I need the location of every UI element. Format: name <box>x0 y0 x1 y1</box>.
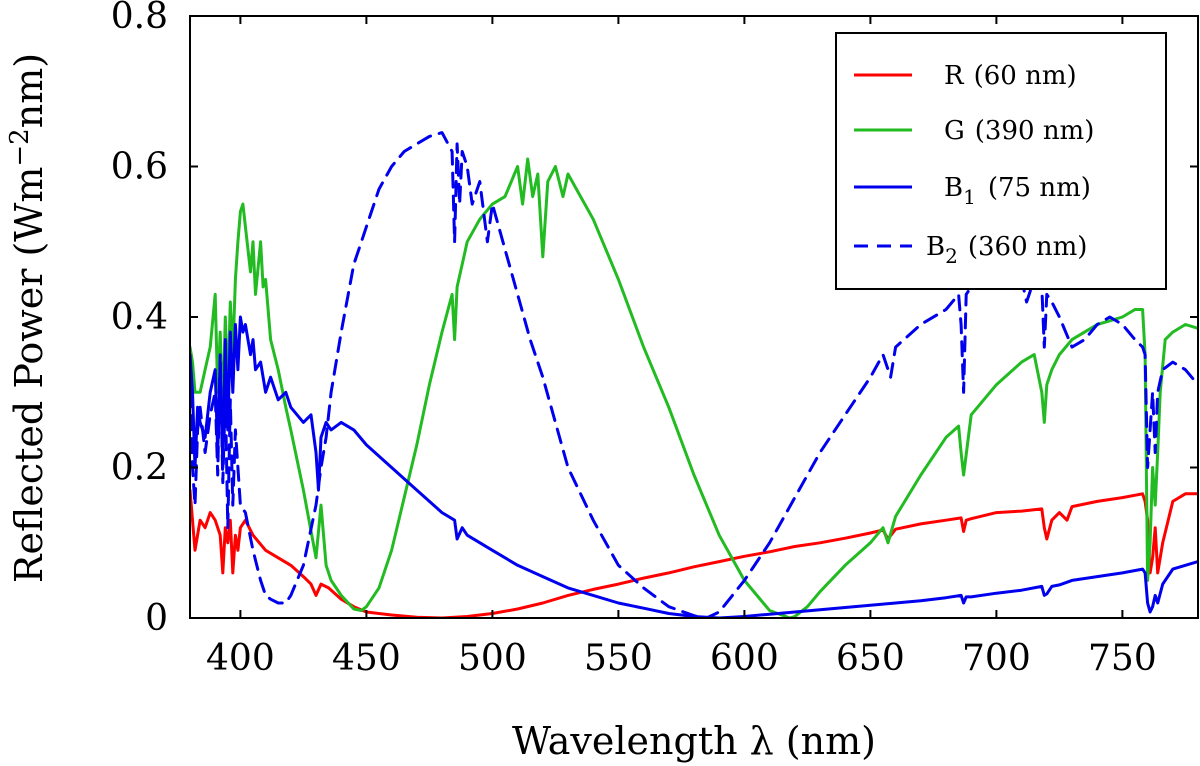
legend-label-r: R (60 nm) <box>944 61 1077 91</box>
legend-entry-b2: B2 (360 nm) <box>854 232 1087 268</box>
y-tick-label: 0 <box>145 598 168 639</box>
x-tick-label: 600 <box>710 638 779 679</box>
y-tick-label: 0.6 <box>111 147 168 188</box>
legend-label-b1: B1 (75 nm) <box>944 173 1091 209</box>
x-tick-label: 400 <box>206 638 275 679</box>
legend: R (60 nm) G (390 nm) B1 (75 nm) B2 (360 nm) <box>835 32 1167 290</box>
legend-label-b2: B2 (360 nm) <box>926 232 1087 268</box>
legend-label-g-main: G <box>944 116 965 146</box>
legend-label-g-tail: (390 nm) <box>975 116 1095 146</box>
y-axis-title-main: Reflected Power (Wm <box>7 167 51 583</box>
legend-label-b1-main: B <box>944 173 963 203</box>
series-line-r <box>190 488 1198 618</box>
x-tick-label: 700 <box>962 638 1031 679</box>
y-axis-title: Reflected Power (Wm−2nm) <box>5 53 51 583</box>
legend-label-g: G (390 nm) <box>944 116 1094 146</box>
series-line-g <box>190 157 1198 618</box>
legend-label-b2-tail: (360 nm) <box>968 232 1088 262</box>
series-line-b1 <box>190 315 1198 618</box>
legend-entry-r: R (60 nm) <box>854 61 1077 91</box>
legend-label-b1-tail: (75 nm) <box>988 173 1091 203</box>
legend-label-r-tail: (60 nm) <box>974 61 1077 91</box>
tick-layer: 400 450 500 550 600 650 700 750 0 0.2 0.4 0.6 0.8 <box>111 0 1198 679</box>
y-tick-label: 0.4 <box>111 297 168 338</box>
legend-entry-g: G (390 nm) <box>854 116 1094 146</box>
series-layer <box>190 131 1198 618</box>
x-tick-label: 650 <box>836 638 905 679</box>
x-tick-label: 750 <box>1088 638 1157 679</box>
x-tick-label: 500 <box>458 638 527 679</box>
y-axis-title-exponent: −2 <box>5 128 35 166</box>
series-line-b2 <box>190 131 1198 618</box>
x-tick-label: 450 <box>332 638 401 679</box>
legend-label-b2-main: B <box>926 232 945 262</box>
x-tick-label: 550 <box>584 638 653 679</box>
legend-label-b1-sub: 1 <box>963 185 976 209</box>
x-axis-title: Wavelength λ (nm) <box>512 719 876 763</box>
y-tick-label: 0.8 <box>111 0 168 37</box>
y-tick-label: 0.2 <box>111 448 168 489</box>
legend-label-b2-sub: 2 <box>945 244 958 268</box>
legend-entry-b1: B1 (75 nm) <box>854 173 1091 209</box>
legend-label-r-main: R <box>944 61 965 91</box>
y-axis-title-tail: nm) <box>7 53 51 128</box>
